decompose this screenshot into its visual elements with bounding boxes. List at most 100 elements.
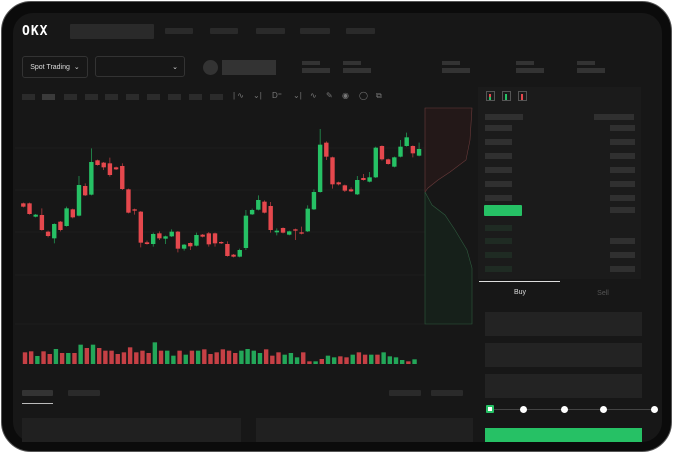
candle[interactable] <box>324 141 329 160</box>
candle[interactable] <box>52 223 57 244</box>
last-price[interactable] <box>484 205 522 216</box>
candle[interactable] <box>120 163 125 190</box>
candle[interactable] <box>299 226 304 235</box>
candle[interactable] <box>379 145 385 161</box>
candle[interactable] <box>410 145 416 158</box>
candle[interactable] <box>107 157 113 177</box>
candle[interactable] <box>95 159 100 166</box>
candle[interactable] <box>64 206 69 227</box>
candle[interactable] <box>188 242 193 250</box>
candle[interactable] <box>392 156 397 168</box>
chevron-down-icon[interactable]: ⌄| <box>293 91 302 100</box>
chevron-down-icon[interactable]: ⌄| <box>253 91 262 100</box>
candle[interactable] <box>237 248 242 258</box>
timeframe-button[interactable] <box>85 94 98 100</box>
candle[interactable] <box>39 208 45 231</box>
nav-item[interactable] <box>210 28 238 34</box>
bid-price[interactable] <box>485 252 512 258</box>
candle[interactable] <box>157 231 162 240</box>
orderbook-buy-icon[interactable] <box>502 91 511 101</box>
price-input[interactable] <box>485 312 642 336</box>
candle[interactable] <box>305 205 310 232</box>
ask-price[interactable] <box>485 167 512 173</box>
candle[interactable] <box>58 221 63 232</box>
candle[interactable] <box>317 129 323 193</box>
candle[interactable] <box>169 229 174 237</box>
timeframe-button[interactable] <box>210 94 223 100</box>
pair-select[interactable]: ⌄ <box>95 56 185 77</box>
candle[interactable] <box>181 244 187 251</box>
timeframe-button[interactable] <box>189 94 202 100</box>
ask-price[interactable] <box>485 181 512 187</box>
candle[interactable] <box>144 240 150 245</box>
timeframe-button[interactable] <box>126 94 139 100</box>
candle[interactable] <box>243 210 249 250</box>
ask-price[interactable] <box>485 125 512 131</box>
candle[interactable] <box>342 184 348 192</box>
okx-logo[interactable]: OKX <box>22 24 49 39</box>
nav-item[interactable] <box>165 28 193 34</box>
draw-line-icon[interactable]: ∿ <box>310 91 317 100</box>
fullscreen-icon[interactable]: ⧉ <box>376 91 382 100</box>
candle[interactable] <box>101 162 106 170</box>
slider-stop[interactable] <box>651 406 658 413</box>
candle[interactable] <box>138 211 144 248</box>
timeframe-button[interactable] <box>105 94 118 100</box>
candle[interactable] <box>416 142 422 157</box>
candle[interactable] <box>76 176 82 217</box>
timeframe-button[interactable] <box>22 94 35 100</box>
tab-buy[interactable]: Buy <box>513 289 527 296</box>
candle[interactable] <box>175 231 181 253</box>
screenshot-icon[interactable]: ◯ <box>359 91 368 100</box>
candle[interactable] <box>200 234 205 238</box>
candle[interactable] <box>27 202 32 215</box>
candle[interactable] <box>132 208 137 215</box>
candle[interactable] <box>231 254 236 258</box>
indicator-icon[interactable]: | ∿ <box>233 91 245 100</box>
pencil-icon[interactable]: ✎ <box>326 91 333 100</box>
candle[interactable] <box>113 166 119 170</box>
candle[interactable] <box>89 148 94 196</box>
candle[interactable] <box>33 214 38 218</box>
candle[interactable] <box>385 158 391 165</box>
bid-price[interactable] <box>485 266 512 272</box>
bid-price[interactable] <box>485 225 512 231</box>
bid-price[interactable] <box>485 238 512 244</box>
slider-stop[interactable] <box>561 406 568 413</box>
candle[interactable] <box>206 232 212 247</box>
candle[interactable] <box>311 189 317 210</box>
candle[interactable] <box>45 230 51 238</box>
indicator-icon[interactable]: D⁼ <box>272 91 282 100</box>
ask-price[interactable] <box>485 139 512 145</box>
nav-item[interactable] <box>256 28 285 34</box>
buy-button[interactable] <box>485 428 642 442</box>
candle[interactable] <box>348 187 354 192</box>
timeframe-button-active[interactable] <box>42 94 55 100</box>
amount-input[interactable] <box>485 343 642 367</box>
candle[interactable] <box>293 228 298 240</box>
candle[interactable] <box>367 172 372 183</box>
timeframe-button[interactable] <box>168 94 181 100</box>
candle[interactable] <box>219 241 224 244</box>
ask-price[interactable] <box>485 195 512 201</box>
tab-history[interactable] <box>68 390 100 396</box>
nav-item[interactable] <box>346 28 375 34</box>
candle[interactable] <box>225 241 230 257</box>
candle[interactable] <box>126 188 131 214</box>
search-bar[interactable] <box>70 24 154 39</box>
spot-trading-dropdown[interactable]: Spot Trading ⌄ <box>22 56 88 78</box>
settings-icon[interactable]: ◉ <box>342 91 349 100</box>
timeframe-button[interactable] <box>64 94 77 100</box>
candle[interactable] <box>268 202 273 233</box>
candle[interactable] <box>280 227 286 234</box>
orderbook-sell-icon[interactable] <box>518 91 527 101</box>
ask-price[interactable] <box>485 153 512 159</box>
candle[interactable] <box>256 195 261 211</box>
candle[interactable] <box>361 174 366 181</box>
candle[interactable] <box>287 230 292 236</box>
candle[interactable] <box>163 235 168 244</box>
candle[interactable] <box>274 228 280 236</box>
candle[interactable] <box>70 208 75 219</box>
candle[interactable] <box>336 181 341 186</box>
